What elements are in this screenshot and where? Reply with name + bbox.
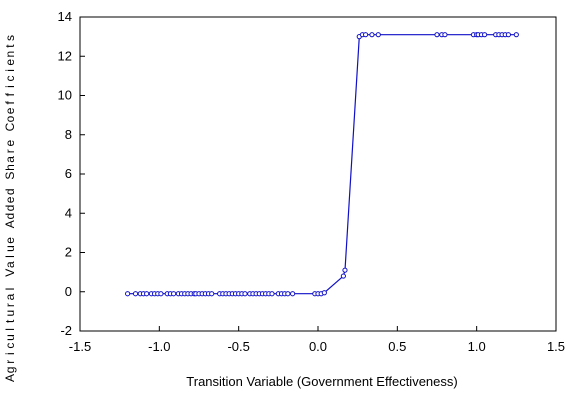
y-axis-title-char: u (3, 334, 17, 341)
y-axis-title-char: A (3, 374, 17, 382)
data-point (125, 291, 131, 297)
data-point (369, 32, 375, 38)
y-axis-title-char: A (3, 220, 17, 228)
y-axis-title-char: o (3, 115, 17, 122)
y-axis-title-char: e (3, 59, 17, 66)
y-axis-title-char: c (3, 343, 17, 349)
data-point (158, 291, 164, 297)
data-markers (125, 32, 519, 297)
y-axis-title-char: a (3, 156, 17, 163)
x-tick-label: -0.5 (227, 339, 249, 354)
y-axis-title-char: a (3, 261, 17, 268)
data-point (285, 291, 291, 297)
data-point (290, 291, 296, 297)
y-axis-title-char: l (3, 288, 17, 291)
y-axis-title-char: u (3, 245, 17, 252)
y-axis-title-char: s (3, 35, 17, 41)
y-axis-title-char: e (3, 237, 17, 244)
data-point (482, 32, 488, 38)
y-tick-label: 4 (65, 205, 72, 220)
y-axis-title-char: i (3, 85, 17, 88)
plot-frame (79, 16, 557, 332)
y-axis-title-char: S (3, 172, 17, 180)
data-point (340, 273, 346, 279)
y-axis-title-char: g (3, 367, 17, 374)
data-point (171, 291, 177, 297)
data-point (363, 32, 369, 38)
x-tick-label: 1.5 (547, 339, 565, 354)
y-axis-title-char: C (3, 122, 17, 131)
y-axis-title-char: i (3, 352, 17, 355)
y-tick-label: -2 (60, 323, 72, 338)
y-axis-title-char: e (3, 140, 17, 147)
y-axis-title-char: V (3, 269, 17, 277)
y-tick-label: 2 (65, 245, 72, 260)
y-axis-title-char: r (3, 149, 17, 153)
y-tick-label: 10 (58, 88, 72, 103)
x-tick-label: 0.5 (388, 339, 406, 354)
y-axis-title-char: l (3, 328, 17, 331)
x-tick-label: 1.0 (468, 339, 486, 354)
y-axis-title-char: h (3, 164, 17, 171)
data-point (342, 267, 348, 273)
y-tick-label: 0 (65, 284, 72, 299)
x-tick-label: -1.0 (148, 339, 170, 354)
y-axis-title-char: f (3, 100, 17, 104)
y-axis-title-char: t (3, 44, 17, 48)
data-point (242, 291, 248, 297)
data-point (513, 32, 519, 38)
y-tick-label: 14 (58, 9, 72, 24)
y-axis-title-char: r (3, 360, 17, 364)
x-axis-title: Transition Variable (Government Effectiv… (186, 374, 457, 389)
data-point (132, 291, 139, 297)
x-tick-label: 0.0 (309, 339, 327, 354)
y-tick-label: 8 (65, 127, 72, 142)
data-point (505, 32, 511, 38)
data-point (442, 32, 448, 38)
y-axis-title-char: f (3, 92, 17, 96)
y-axis-title-char: e (3, 196, 17, 203)
data-point (209, 291, 215, 297)
data-point (321, 290, 327, 296)
data-point (375, 32, 381, 38)
data-point (269, 291, 275, 297)
y-axis-title-char: d (3, 188, 17, 195)
y-axis-title-char: d (3, 205, 17, 212)
y-axis-title-char: d (3, 213, 17, 220)
data-point (434, 32, 440, 38)
y-axis: -2 0 2 4 6 8 10 12 14 (58, 9, 85, 338)
y-axis-title-char: r (3, 303, 17, 307)
y-axis-title-char: c (3, 76, 17, 82)
y-axis-title-char: n (3, 51, 17, 58)
data-point (144, 291, 150, 297)
x-axis: -1.5 -1.0 -0.5 0.0 0.5 1.0 1.5 (69, 326, 565, 354)
y-tick-label: 12 (58, 48, 72, 63)
y-axis-title-char: e (3, 107, 17, 114)
x-tick-label: -1.5 (69, 339, 91, 354)
y-axis-title-char: l (3, 255, 17, 258)
y-tick-label: 6 (65, 166, 72, 181)
y-axis-title-char: a (3, 293, 17, 300)
y-axis-title-char: i (3, 69, 17, 72)
y-axis-title-char: u (3, 310, 17, 317)
y-axis-title-char: t (3, 319, 17, 323)
